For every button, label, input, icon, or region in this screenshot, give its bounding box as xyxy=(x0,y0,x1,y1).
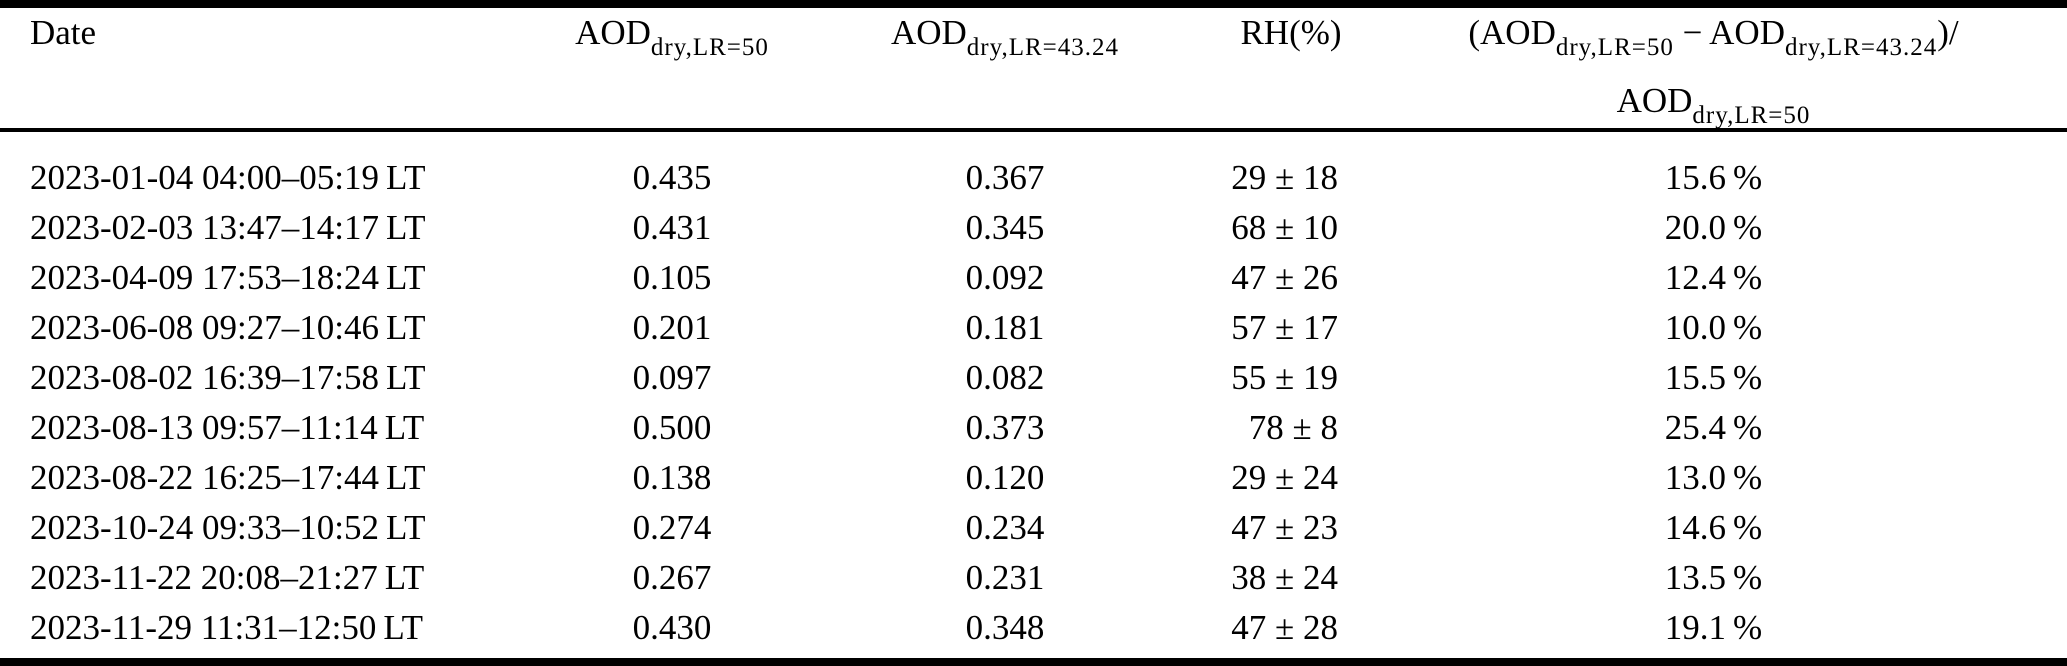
cell-aod-lr4324: 0.345 xyxy=(965,208,1045,247)
cell-date: 2023-01-04 04:00–05:19 LT xyxy=(30,158,426,197)
cell-date: 2023-06-08 09:27–10:46 LT xyxy=(30,308,426,347)
header-rh-label: RH(%) xyxy=(1240,13,1342,52)
cell-aod-lr50: 0.138 xyxy=(632,458,712,497)
cell-rh: 55 ± 19 xyxy=(1231,358,1338,397)
table-row: 2023-08-02 16:39–17:58 LT 0.097 0.082 55… xyxy=(0,353,2067,403)
cell-rh: 29 ± 18 xyxy=(1231,158,1338,197)
col-header-rh: RH(%) xyxy=(1222,0,1360,153)
cell-ratio: 12.4 % xyxy=(1664,258,1763,297)
cell-date: 2023-11-29 11:31–12:50 LT xyxy=(30,608,423,647)
cell-date: 2023-04-09 17:53–18:24 LT xyxy=(30,258,426,297)
formula-subscript-lr4324: dry,LR=43.24 xyxy=(1784,34,1938,61)
cell-aod-lr4324: 0.231 xyxy=(965,558,1045,597)
col-header-aod-relative-difference: (AODdry,LR=50 − AODdry,LR=43.24)/ AODdry… xyxy=(1360,0,2067,153)
cell-aod-lr4324: 0.181 xyxy=(965,308,1045,347)
table-row: 2023-08-13 09:57–11:14 LT 0.500 0.373 78… xyxy=(0,403,2067,453)
table-body: 2023-01-04 04:00–05:19 LT 0.435 0.367 29… xyxy=(0,153,2067,653)
formula-minus-aod: − AOD xyxy=(1673,13,1785,52)
cell-aod-lr50: 0.500 xyxy=(632,408,712,447)
cell-ratio: 19.1 % xyxy=(1664,608,1763,647)
table-header: Date AODdry,LR=50 AODdry,LR=43.24 RH(%) … xyxy=(0,0,2067,153)
cell-aod-lr50: 0.105 xyxy=(632,258,712,297)
header-formula-line2: AODdry,LR=50 xyxy=(1360,81,2067,136)
cell-ratio: 13.0 % xyxy=(1664,458,1763,497)
col-header-aod-dry-lr50: AODdry,LR=50 xyxy=(556,0,788,153)
cell-rh: 29 ± 24 xyxy=(1231,458,1338,497)
cell-aod-lr4324: 0.092 xyxy=(965,258,1045,297)
cell-aod-lr4324: 0.234 xyxy=(965,508,1045,547)
cell-aod-lr50: 0.097 xyxy=(632,358,712,397)
cell-rh: 68 ± 10 xyxy=(1231,208,1338,247)
cell-rh: 47 ± 23 xyxy=(1231,508,1338,547)
cell-aod-lr50: 0.267 xyxy=(632,558,712,597)
formula-denominator-subscript: dry,LR=50 xyxy=(1692,102,1811,129)
cell-ratio: 14.6 % xyxy=(1664,508,1763,547)
cell-ratio: 10.0 % xyxy=(1664,308,1763,347)
header-aod43-subscript: dry,LR=43.24 xyxy=(966,34,1120,61)
table-row: 2023-10-24 09:33–10:52 LT 0.274 0.234 47… xyxy=(0,503,2067,553)
col-header-date: Date xyxy=(0,0,556,153)
cell-aod-lr4324: 0.367 xyxy=(965,158,1045,197)
cell-ratio: 13.5 % xyxy=(1664,558,1763,597)
cell-rh: 47 ± 26 xyxy=(1231,258,1338,297)
table-row: 2023-06-08 09:27–10:46 LT 0.201 0.181 57… xyxy=(0,303,2067,353)
cell-aod-lr4324: 0.348 xyxy=(965,608,1045,647)
header-aod50-subscript: dry,LR=50 xyxy=(650,34,769,61)
cell-date: 2023-08-02 16:39–17:58 LT xyxy=(30,358,426,397)
cell-aod-lr50: 0.430 xyxy=(632,608,712,647)
cell-aod-lr4324: 0.373 xyxy=(965,408,1045,447)
table-bottom-rule xyxy=(0,658,2067,666)
header-formula-line1: (AODdry,LR=50 − AODdry,LR=43.24)/ xyxy=(1360,13,2067,68)
table-row: 2023-02-03 13:47–14:17 LT 0.431 0.345 68… xyxy=(0,203,2067,253)
cell-rh: 57 ± 17 xyxy=(1231,308,1338,347)
header-aod43-main: AOD xyxy=(890,13,967,52)
table-row: 2023-11-22 20:08–21:27 LT 0.267 0.231 38… xyxy=(0,553,2067,603)
formula-denominator-main: AOD xyxy=(1616,81,1693,120)
cell-rh: 47 ± 28 xyxy=(1231,608,1338,647)
cell-aod-lr50: 0.435 xyxy=(632,158,712,197)
cell-ratio: 20.0 % xyxy=(1664,208,1763,247)
cell-aod-lr50: 0.274 xyxy=(632,508,712,547)
table-header-rule xyxy=(0,128,2067,132)
cell-ratio: 15.5 % xyxy=(1664,358,1763,397)
cell-ratio: 15.6 % xyxy=(1664,158,1763,197)
cell-date: 2023-08-22 16:25–17:44 LT xyxy=(30,458,426,497)
table-header-row: Date AODdry,LR=50 AODdry,LR=43.24 RH(%) … xyxy=(0,0,2067,153)
cell-date: 2023-08-13 09:57–11:14 LT xyxy=(30,408,425,447)
cell-aod-lr4324: 0.082 xyxy=(965,358,1045,397)
cell-aod-lr4324: 0.120 xyxy=(965,458,1045,497)
formula-subscript-lr50: dry,LR=50 xyxy=(1555,34,1674,61)
header-aod50-main: AOD xyxy=(575,13,651,52)
cell-ratio: 25.4 % xyxy=(1664,408,1763,447)
table-row: 2023-08-22 16:25–17:44 LT 0.138 0.120 29… xyxy=(0,453,2067,503)
cell-date: 2023-10-24 09:33–10:52 LT xyxy=(30,508,426,547)
cell-aod-lr50: 0.201 xyxy=(632,308,712,347)
formula-open: (AOD xyxy=(1468,13,1556,52)
table-top-rule xyxy=(0,0,2067,8)
cell-rh: 38 ± 24 xyxy=(1231,558,1338,597)
cell-date: 2023-11-22 20:08–21:27 LT xyxy=(30,558,425,597)
table-row: 2023-01-04 04:00–05:19 LT 0.435 0.367 29… xyxy=(0,153,2067,203)
table-row: 2023-04-09 17:53–18:24 LT 0.105 0.092 47… xyxy=(0,253,2067,303)
table-row: 2023-11-29 11:31–12:50 LT 0.430 0.348 47… xyxy=(0,603,2067,653)
cell-aod-lr50: 0.431 xyxy=(632,208,712,247)
col-header-aod-dry-lr4324: AODdry,LR=43.24 xyxy=(788,0,1222,153)
cell-rh: 78 ± 8 xyxy=(1248,408,1338,447)
cell-date: 2023-02-03 13:47–14:17 LT xyxy=(30,208,426,247)
formula-close-slash: )/ xyxy=(1937,13,1959,52)
header-date-label: Date xyxy=(30,13,97,52)
